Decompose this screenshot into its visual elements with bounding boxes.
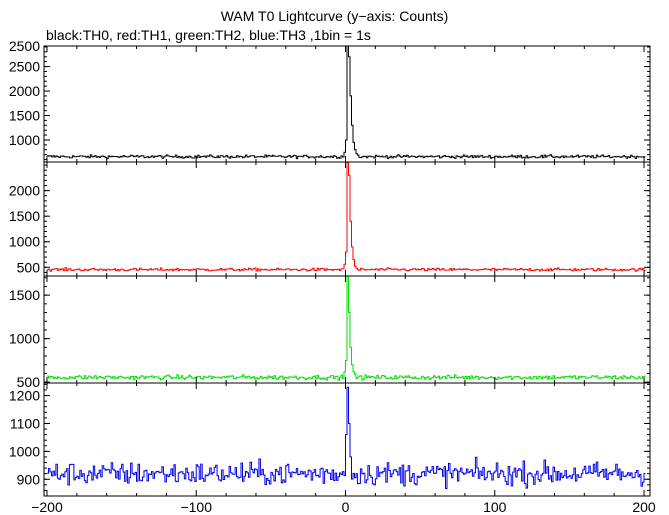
y-tick-label: 500 <box>17 259 41 275</box>
y-tick-label: 1500 <box>9 287 40 303</box>
y-tick-label: 500 <box>17 374 41 390</box>
y-tick-label: 1000 <box>9 331 40 347</box>
y-tick-label: 1000 <box>9 132 40 148</box>
y-tick-label: 1500 <box>9 108 40 124</box>
y-tick-label: 2000 <box>9 183 40 199</box>
y-tick-label: 2000 <box>9 83 40 99</box>
y-tick-label: 1100 <box>10 415 40 431</box>
series-th3-line <box>47 386 646 490</box>
panel-frame-th3 <box>43 382 651 497</box>
y-tick-label: 1200 <box>9 388 40 404</box>
y-tick-label: 1000 <box>9 234 40 250</box>
x-tick-label: 0 <box>342 499 350 515</box>
y-tick-label: 900 <box>17 471 41 487</box>
x-tick-label: −100 <box>180 499 212 515</box>
x-tick-label: 200 <box>632 499 656 515</box>
chart-title: WAM T0 Lightcurve (y−axis: Counts) <box>220 8 449 24</box>
x-tick-label: −200 <box>31 499 63 515</box>
y-tick-label: 2500 <box>9 59 40 75</box>
series-th2-line <box>47 275 646 381</box>
y-tick-label: 2500 <box>9 38 40 54</box>
chart-subtitle: black:TH0, red:TH1, green:TH2, blue:TH3 … <box>46 27 371 43</box>
series-th0-line <box>47 45 646 160</box>
y-tick-label: 1500 <box>9 208 40 224</box>
x-tick-label: 100 <box>483 499 507 515</box>
series-th1-line <box>47 162 646 272</box>
y-tick-label: 1000 <box>9 443 40 459</box>
